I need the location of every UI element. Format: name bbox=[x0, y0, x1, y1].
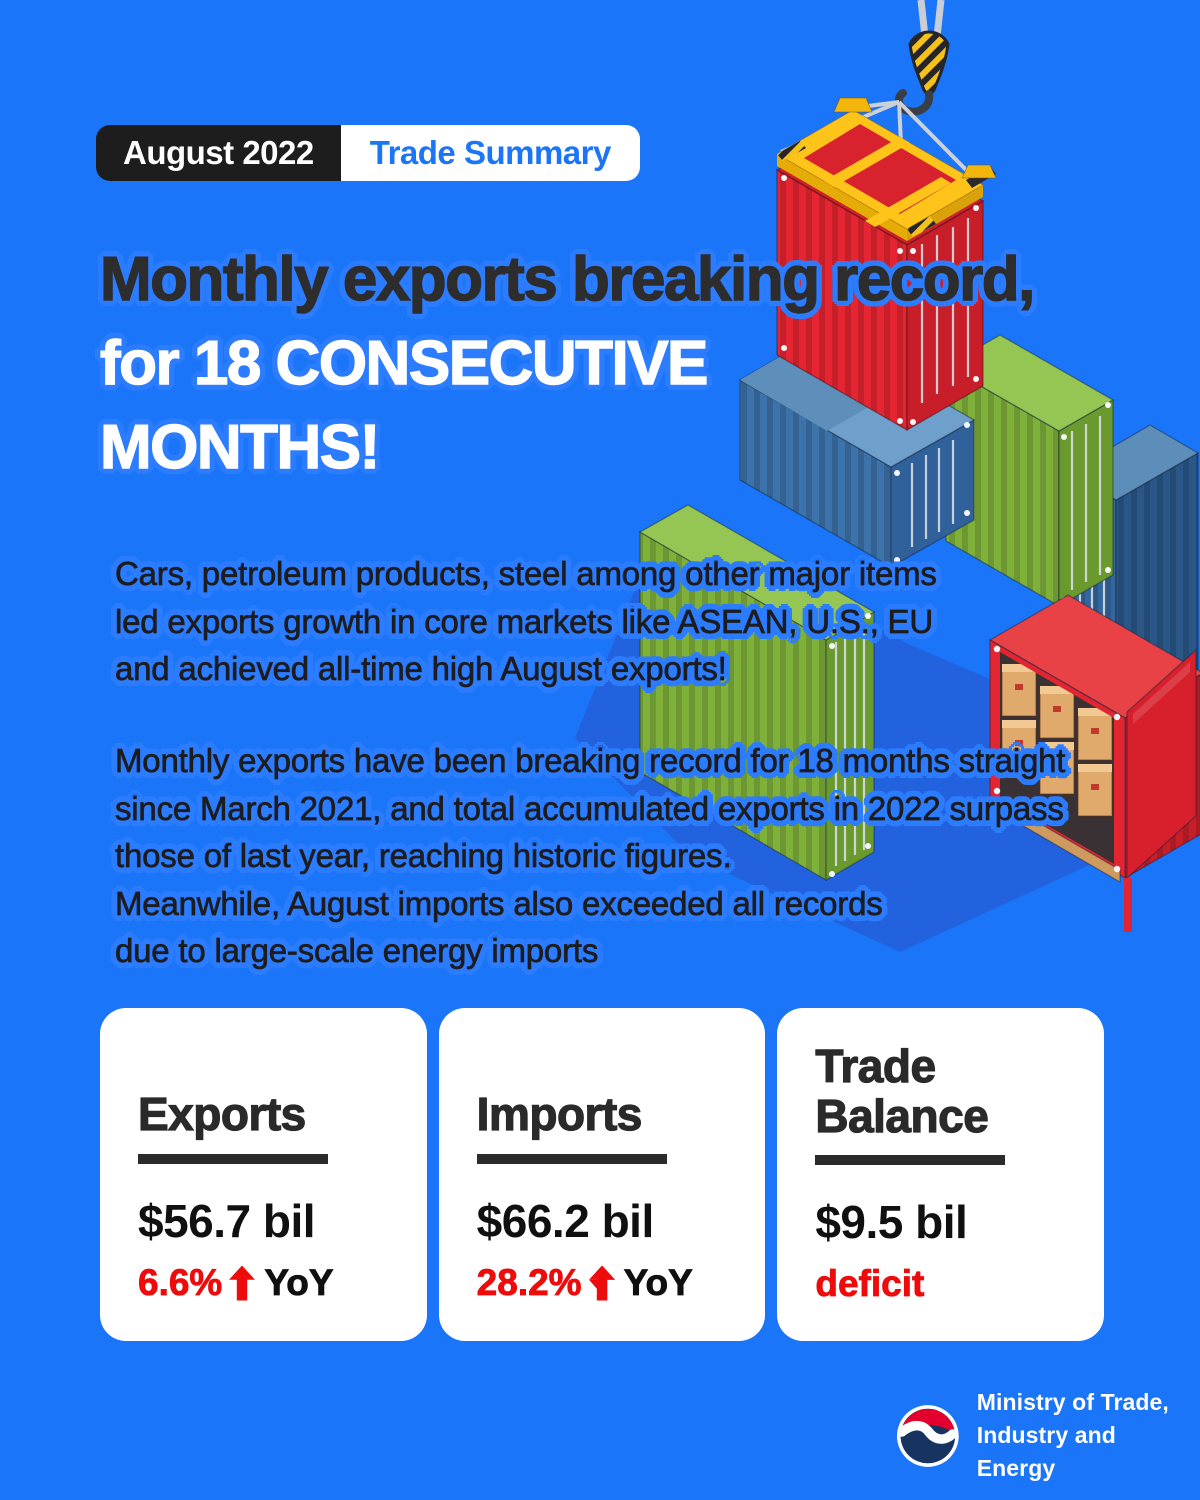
spreader-frame bbox=[776, 97, 997, 241]
stat-card-exports: Exports $56.7 bil 6.6% YoY bbox=[100, 1008, 427, 1341]
card-change: 6.6% YoY bbox=[138, 1262, 409, 1303]
paragraph-details: Monthly exports have been breaking recor… bbox=[115, 742, 1066, 970]
card-change: 28.2% YoY bbox=[476, 1262, 748, 1303]
change-percent: 6.6% bbox=[138, 1262, 223, 1303]
deficit-note: deficit bbox=[815, 1263, 925, 1305]
change-label: YoY bbox=[623, 1262, 693, 1303]
header-badge: August 2022 Trade Summary bbox=[96, 125, 640, 181]
crane-hook bbox=[894, 0, 950, 116]
card-divider bbox=[138, 1154, 328, 1164]
ministry-name-line1: Ministry of Trade, bbox=[976, 1389, 1169, 1415]
stat-card-trade-balance: Trade Balance $9.5 bil deficit bbox=[777, 1008, 1105, 1341]
up-arrow-icon bbox=[229, 1264, 256, 1301]
ministry-name-line2: Industry and Energy bbox=[976, 1422, 1116, 1481]
card-value: $66.2 bil bbox=[476, 1195, 655, 1247]
card-value: $56.7 bil bbox=[138, 1195, 316, 1247]
sling-cables bbox=[780, 100, 981, 228]
card-divider bbox=[476, 1154, 667, 1164]
stat-cards: Exports $56.7 bil 6.6% YoY Imports $66.2… bbox=[100, 1008, 1105, 1341]
badge-label: Trade Summary bbox=[340, 125, 640, 181]
card-title: Imports bbox=[476, 1088, 643, 1141]
badge-month: August 2022 bbox=[96, 125, 341, 181]
headline-line3: MONTHS! bbox=[99, 412, 381, 482]
card-value: $9.5 bil bbox=[815, 1196, 968, 1249]
blue-container-right bbox=[1066, 424, 1200, 792]
change-label: YoY bbox=[264, 1262, 334, 1303]
card-title: Trade Balance bbox=[815, 1040, 990, 1142]
card-divider bbox=[815, 1155, 1006, 1166]
headline-line1: Monthly exports breaking record, bbox=[99, 244, 1036, 314]
card-title: Exports bbox=[137, 1088, 306, 1141]
footer: Ministry of Trade, Industry and Energy bbox=[894, 1386, 1200, 1485]
up-arrow-icon bbox=[588, 1264, 615, 1301]
stat-card-imports: Imports $66.2 bil 28.2% YoY bbox=[438, 1008, 766, 1341]
ministry-logo-icon bbox=[896, 1404, 959, 1467]
headline: Monthly exports breaking record, for 18 … bbox=[99, 238, 1036, 490]
paragraph-highlights: Cars, petroleum products, steel among ot… bbox=[115, 555, 938, 688]
ministry-name: Ministry of Trade, Industry and Energy bbox=[977, 1386, 1200, 1485]
change-percent: 28.2% bbox=[476, 1262, 582, 1303]
headline-line2: for 18 CONSECUTIVE bbox=[99, 328, 709, 398]
